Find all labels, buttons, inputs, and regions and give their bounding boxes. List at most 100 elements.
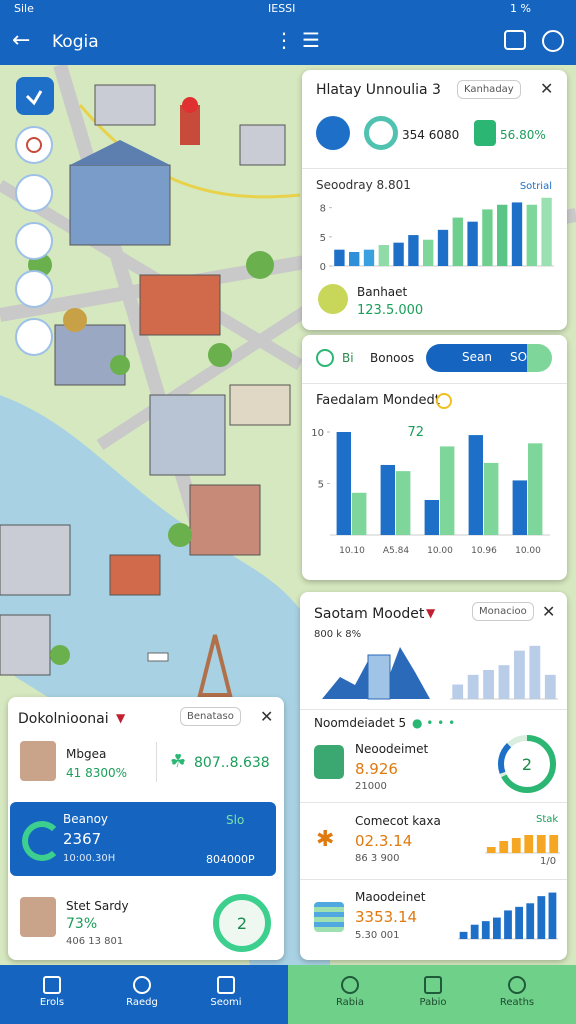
x-tick-label: 10.10 — [339, 546, 365, 556]
nav-icon[interactable] — [217, 976, 235, 994]
stat: 354 6080 — [402, 128, 460, 142]
bar — [497, 204, 508, 266]
divider — [300, 879, 567, 880]
icon: ✱ — [316, 827, 335, 852]
map-shape — [498, 735, 556, 793]
bar — [482, 209, 493, 266]
row-sub: 86 3 900 — [355, 853, 400, 864]
map-tools[interactable] — [15, 77, 54, 356]
map-shape — [26, 137, 42, 153]
overview-chart: Seoodray 8.801 Sotrial 0 5 8 — [316, 178, 554, 273]
bar — [526, 204, 537, 266]
tab[interactable]: Bi — [342, 351, 354, 365]
menu-button[interactable]: ☰ — [302, 28, 320, 52]
person-name: Mbgea — [66, 747, 107, 761]
close-button[interactable]: ✕ — [542, 602, 556, 621]
compare-card: Bi Bonoos Sean SO Faedalam Mondedt 5 10 10… — [302, 335, 567, 580]
bar — [467, 674, 479, 699]
chip[interactable]: Monacioo — [472, 602, 534, 621]
annotation: 72 — [408, 425, 425, 440]
bar — [493, 917, 501, 939]
nav-label[interactable]: Pabio — [419, 997, 447, 1008]
back-button[interactable]: ← — [12, 28, 31, 53]
bar — [440, 446, 455, 535]
nav-icon[interactable] — [43, 976, 61, 994]
map-shape — [16, 77, 54, 115]
tab[interactable]: Bonoos — [370, 351, 415, 365]
bar — [537, 896, 546, 939]
bar — [452, 684, 464, 699]
nav-icon[interactable] — [341, 976, 359, 994]
map-shape — [15, 222, 53, 260]
pill[interactable] — [426, 344, 552, 372]
settings-button[interactable] — [542, 30, 564, 52]
row-value: 8.926 — [355, 760, 398, 778]
pill-label[interactable]: Sean — [462, 350, 492, 364]
icon — [474, 120, 496, 146]
map-shape — [239, 124, 286, 166]
badge: 2 — [522, 755, 532, 774]
bar — [363, 249, 375, 266]
icon — [314, 745, 344, 779]
donut: 2 — [498, 735, 556, 793]
notify-button[interactable] — [504, 30, 526, 50]
status-left: Sile — [14, 2, 34, 15]
map-shape — [229, 384, 291, 426]
map-shape — [96, 289, 334, 451]
map-shape — [15, 318, 53, 356]
map-shape — [15, 126, 53, 164]
chevron[interactable]: ▼ — [426, 606, 436, 620]
map-shape — [94, 84, 156, 126]
row-foot: 1/0 — [540, 856, 557, 867]
chip[interactable]: Benataso — [180, 707, 241, 726]
bar — [511, 202, 523, 266]
bar — [515, 906, 523, 939]
divider — [300, 802, 567, 803]
bar — [470, 924, 479, 939]
map-shape — [0, 614, 51, 676]
nav-label[interactable]: Rabia — [335, 997, 365, 1008]
map-shape — [25, 90, 43, 106]
row-value: 02.3.14 — [355, 832, 413, 850]
status-center: IESSI — [268, 2, 296, 15]
nav-icon[interactable] — [508, 976, 526, 994]
close-button[interactable]: ✕ — [540, 79, 554, 98]
nav-label[interactable]: Raedg — [126, 997, 158, 1008]
nav-label[interactable]: Reaths — [499, 997, 535, 1008]
person-sub: 406 13 801 — [66, 936, 124, 947]
divider — [302, 168, 567, 169]
y-tick-label: 5 — [320, 233, 326, 244]
footer-label: Banhaet — [357, 285, 408, 299]
nav-label[interactable]: Erols — [39, 997, 65, 1008]
bar — [408, 235, 419, 266]
chip[interactable]: Kanhaday — [457, 80, 521, 99]
highlight-title: Beanoy — [63, 812, 109, 826]
more-button[interactable]: ⋮ — [274, 28, 294, 52]
highlight-value: 2367 — [63, 830, 102, 848]
row-chart — [458, 892, 558, 940]
nav-label[interactable]: Seomi — [210, 997, 242, 1008]
chart-title: Seoodray 8.801 — [316, 178, 411, 192]
nav-icon[interactable] — [133, 976, 151, 994]
chevron[interactable]: ▼ — [116, 711, 126, 725]
close-button[interactable]: ✕ — [260, 707, 274, 726]
status-right: 1 % — [510, 2, 531, 15]
person-name: Stet Sardy — [66, 899, 129, 913]
nav-icon[interactable] — [424, 976, 442, 994]
bar — [459, 931, 468, 939]
avatar — [20, 897, 56, 937]
pill-label[interactable]: SO — [510, 350, 528, 364]
market-card: Saotam Moodet ▼ Monacioo ✕ 800 k 8% Noom… — [300, 592, 567, 960]
divider — [302, 383, 567, 384]
icon — [22, 821, 62, 861]
map-shape — [109, 554, 161, 596]
bar — [544, 674, 556, 699]
map-shape — [246, 251, 274, 279]
y-tick-label: 0 — [320, 262, 326, 273]
bar — [423, 239, 434, 266]
map-shape — [189, 484, 261, 556]
bar — [526, 903, 535, 939]
ring-icon — [364, 116, 398, 150]
bar — [504, 910, 512, 939]
row-chart — [485, 835, 560, 854]
